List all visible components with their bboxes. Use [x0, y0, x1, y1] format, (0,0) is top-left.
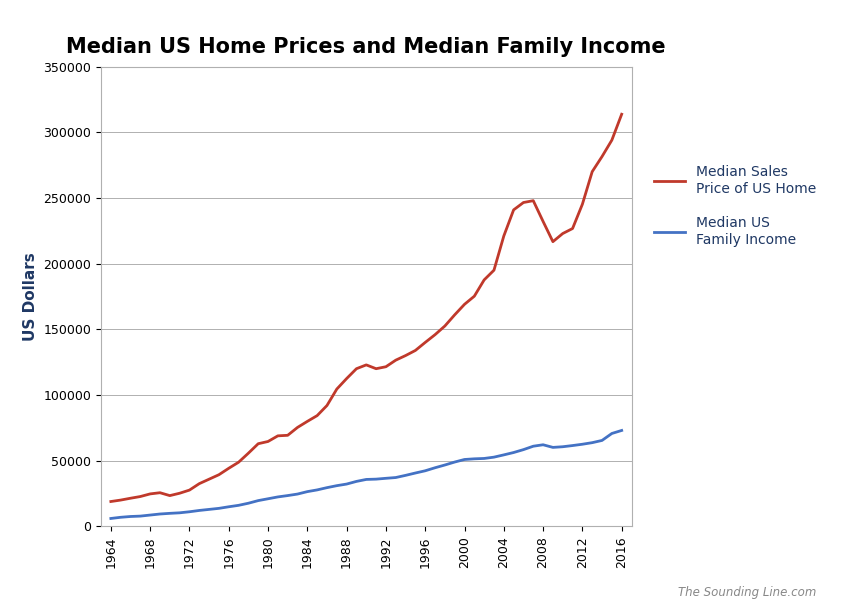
Y-axis label: US Dollars: US Dollars: [23, 252, 38, 341]
Line: Median US
Family Income: Median US Family Income: [111, 430, 621, 518]
Median US
Family Income: [616, 427, 626, 434]
Line: Median Sales
Price of US Home: Median Sales Price of US Home: [111, 114, 621, 502]
Median Sales
Price of US Home: [430, 331, 440, 338]
Median Sales
Price of US Home: [243, 450, 253, 457]
Median Sales
Price of US Home: [498, 232, 509, 240]
Median Sales
Price of US Home: [401, 352, 411, 359]
Median US
Family Income: [430, 464, 440, 471]
Median US
Family Income: [401, 472, 411, 479]
Median Sales
Price of US Home: [557, 230, 568, 237]
Text: The Sounding Line.com: The Sounding Line.com: [679, 586, 817, 599]
Title: Median US Home Prices and Median Family Income: Median US Home Prices and Median Family …: [67, 37, 666, 57]
Median US
Family Income: [410, 469, 420, 477]
Median US
Family Income: [243, 500, 253, 507]
Median Sales
Price of US Home: [616, 111, 626, 118]
Median Sales
Price of US Home: [106, 498, 116, 505]
Median US
Family Income: [498, 451, 509, 459]
Median Sales
Price of US Home: [410, 347, 420, 354]
Median US
Family Income: [557, 443, 568, 450]
Median US
Family Income: [106, 515, 116, 522]
Legend: Median Sales
Price of US Home, Median US
Family Income: Median Sales Price of US Home, Median US…: [654, 165, 816, 247]
